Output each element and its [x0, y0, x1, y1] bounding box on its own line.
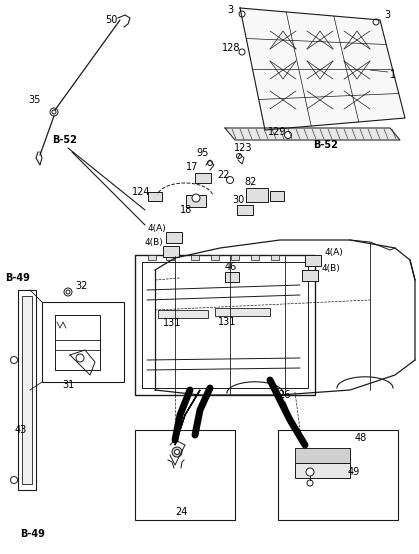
Text: 48: 48	[355, 433, 367, 443]
Bar	[295, 448, 350, 478]
Text: 32: 32	[75, 281, 88, 291]
Circle shape	[285, 131, 292, 138]
Circle shape	[172, 447, 182, 457]
Bar	[166, 232, 182, 243]
Bar	[211, 255, 219, 260]
Text: 49: 49	[348, 467, 360, 477]
Text: 82: 82	[244, 177, 256, 187]
Bar	[142, 262, 308, 388]
Text: 4(A): 4(A)	[148, 223, 167, 233]
Circle shape	[239, 11, 245, 17]
Circle shape	[10, 476, 18, 484]
Bar	[271, 255, 279, 260]
Bar	[302, 270, 318, 281]
Polygon shape	[225, 128, 400, 140]
Text: 95: 95	[196, 148, 208, 158]
Text: B-49: B-49	[20, 529, 45, 539]
Circle shape	[373, 19, 379, 25]
Bar	[148, 192, 162, 201]
Text: 26: 26	[278, 390, 290, 400]
Bar	[195, 173, 211, 183]
Text: 35: 35	[28, 95, 40, 105]
Bar	[135, 255, 315, 395]
Bar	[225, 272, 239, 282]
Text: 131: 131	[218, 317, 236, 327]
Circle shape	[52, 110, 56, 114]
Bar	[237, 205, 253, 215]
Text: 131: 131	[163, 318, 181, 328]
Text: 46: 46	[225, 262, 237, 272]
Circle shape	[192, 194, 200, 202]
Text: 1: 1	[390, 70, 396, 80]
Circle shape	[236, 153, 241, 158]
Bar	[42, 302, 124, 382]
Text: 43: 43	[15, 425, 27, 435]
Text: 50: 50	[105, 15, 117, 25]
Text: 129: 129	[268, 127, 287, 137]
Polygon shape	[240, 8, 405, 130]
Bar	[191, 255, 199, 260]
Bar	[305, 255, 321, 266]
Bar	[148, 255, 156, 260]
Bar	[135, 430, 235, 520]
Bar	[166, 255, 174, 260]
Text: 123: 123	[234, 143, 253, 153]
Text: 128: 128	[222, 43, 241, 53]
Bar	[158, 310, 208, 318]
Circle shape	[227, 177, 233, 183]
Bar	[246, 188, 268, 202]
Bar	[278, 430, 398, 520]
Circle shape	[76, 354, 84, 362]
Text: B-52: B-52	[52, 135, 77, 145]
Text: 24: 24	[175, 507, 187, 517]
Circle shape	[306, 468, 314, 476]
Circle shape	[10, 357, 18, 363]
Text: B-52: B-52	[313, 140, 338, 150]
Circle shape	[50, 108, 58, 116]
Bar	[163, 246, 179, 257]
Bar	[186, 195, 206, 207]
Text: 3: 3	[227, 5, 233, 15]
Circle shape	[207, 161, 212, 166]
Text: 4(B): 4(B)	[322, 264, 341, 273]
Bar	[215, 308, 270, 316]
Text: 17: 17	[186, 162, 198, 172]
Text: 124: 124	[132, 187, 150, 197]
Bar	[231, 255, 239, 260]
Circle shape	[174, 449, 179, 454]
Circle shape	[66, 290, 70, 294]
Text: 30: 30	[232, 195, 244, 205]
Text: 18: 18	[180, 205, 192, 215]
Circle shape	[64, 288, 72, 296]
Text: 3: 3	[384, 10, 390, 20]
Bar	[18, 290, 36, 490]
Bar	[270, 191, 284, 201]
Circle shape	[307, 480, 313, 486]
Text: B-49: B-49	[5, 273, 30, 283]
Text: 22: 22	[217, 170, 230, 180]
Polygon shape	[175, 390, 200, 445]
Bar	[22, 296, 32, 484]
Circle shape	[239, 49, 245, 55]
Text: 31: 31	[62, 380, 74, 390]
Text: 4(A): 4(A)	[325, 248, 344, 257]
Bar	[295, 448, 350, 463]
Text: 4(B): 4(B)	[145, 239, 164, 248]
Bar	[251, 255, 259, 260]
